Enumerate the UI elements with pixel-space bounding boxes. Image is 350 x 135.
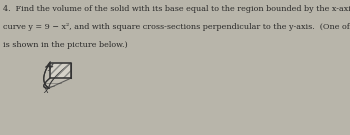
- Text: 4.  Find the volume of the solid with its base equal to the region bounded by th: 4. Find the volume of the solid with its…: [3, 5, 350, 13]
- Polygon shape: [44, 78, 71, 88]
- Polygon shape: [44, 63, 50, 88]
- Text: is shown in the picture below.): is shown in the picture below.): [3, 41, 128, 49]
- Text: y: y: [47, 62, 52, 71]
- Polygon shape: [44, 63, 71, 88]
- Text: curve y = 9 − x², and with square cross-sections perpendicular to the y-axis.  (: curve y = 9 − x², and with square cross-…: [3, 23, 350, 31]
- Text: x: x: [43, 86, 48, 95]
- Polygon shape: [50, 63, 71, 78]
- Polygon shape: [49, 63, 71, 88]
